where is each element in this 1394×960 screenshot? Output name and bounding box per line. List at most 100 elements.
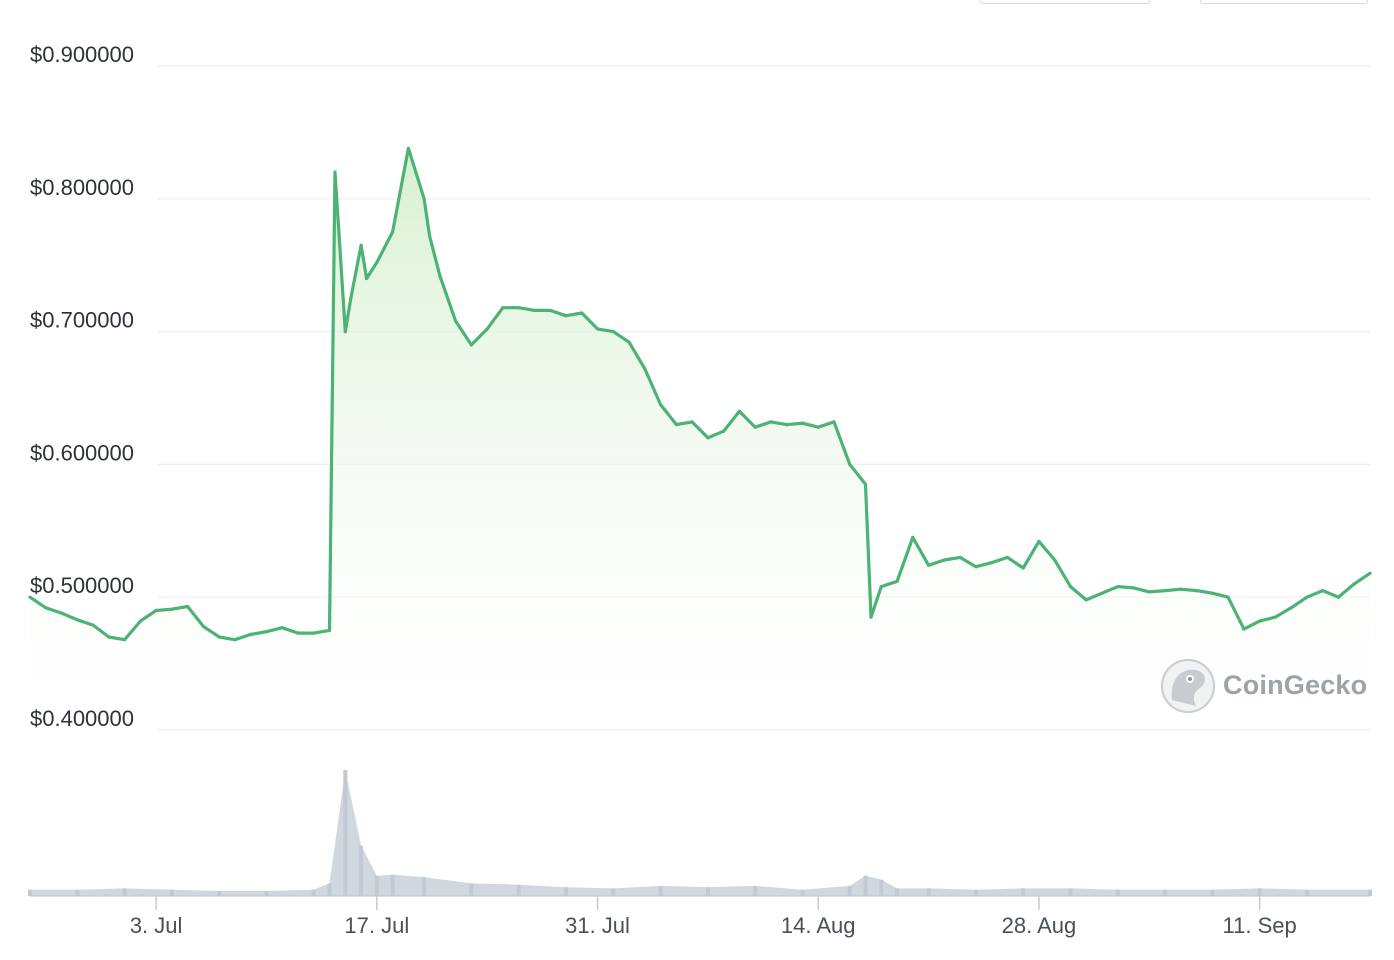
volume-bar	[422, 877, 427, 896]
price-point	[643, 367, 647, 371]
price-point	[1195, 589, 1199, 593]
volume-bar	[753, 885, 758, 896]
volume-bar	[1304, 889, 1309, 896]
volume-area	[30, 770, 1370, 896]
price-point	[91, 623, 95, 627]
price-point	[375, 260, 379, 265]
y-tick-label: $0.800000	[30, 175, 134, 200]
price-point	[1005, 555, 1010, 560]
y-axis-ticks: $0.900000 $0.800000 $0.700000 $0.600000 $0.5…	[30, 42, 134, 731]
price-point	[1100, 591, 1104, 595]
coingecko-watermark: CoinGecko	[1161, 659, 1367, 713]
volume-bar	[847, 885, 852, 896]
price-point	[428, 234, 432, 238]
price-point	[201, 624, 205, 629]
volume-bar	[1368, 889, 1372, 896]
volume-bar	[359, 845, 364, 896]
price-point	[365, 276, 369, 281]
price-point	[753, 425, 757, 429]
price-point	[154, 608, 158, 613]
y-tick-label: $0.600000	[30, 440, 134, 465]
price-point	[611, 330, 615, 334]
price-point	[942, 558, 947, 562]
price-point	[1163, 589, 1167, 593]
y-tick-label: $0.900000	[30, 42, 134, 67]
price-point	[737, 409, 742, 413]
price-point	[391, 230, 395, 234]
volume-bar	[1115, 889, 1120, 896]
price-point	[911, 535, 915, 540]
volume-bar	[1163, 889, 1168, 896]
price-point	[1336, 595, 1341, 599]
price-point	[44, 606, 48, 610]
volume-bar	[1068, 888, 1073, 896]
price-point	[627, 340, 631, 344]
price-point	[1226, 595, 1230, 599]
price-point	[517, 306, 521, 310]
y-tick-label: $0.400000	[30, 706, 134, 731]
chart-range-control-right[interactable]	[1200, 0, 1368, 4]
price-point	[75, 618, 79, 622]
price-point	[659, 403, 663, 407]
price-point	[1242, 627, 1246, 631]
price-point	[974, 565, 978, 569]
price-point	[469, 343, 473, 347]
price-point	[832, 420, 836, 424]
price-point	[422, 197, 426, 201]
price-point	[1116, 585, 1120, 589]
volume-bar	[1021, 888, 1026, 896]
price-point	[1179, 587, 1183, 591]
volume-bar	[705, 887, 710, 896]
price-point	[1053, 558, 1057, 562]
volume-bar	[28, 889, 32, 896]
price-point	[674, 423, 679, 427]
volume-bar	[374, 875, 379, 896]
volume-bar	[169, 889, 174, 896]
price-point	[1131, 586, 1136, 590]
price-point	[349, 296, 353, 300]
price-point	[1273, 615, 1277, 619]
price-point	[863, 482, 868, 486]
price-point	[1305, 595, 1309, 599]
volume-bar	[390, 874, 395, 896]
volume-bar	[564, 887, 568, 896]
price-point	[548, 308, 552, 312]
volume-bar	[327, 883, 332, 896]
price-point	[1352, 582, 1356, 586]
volume-bar	[217, 891, 222, 896]
price-point	[690, 420, 694, 424]
price-point	[107, 635, 111, 639]
price-point	[769, 420, 773, 424]
price-point	[1068, 585, 1073, 589]
price-point	[564, 314, 568, 318]
volume-bar	[926, 888, 931, 896]
x-tick-label: 14. Aug	[781, 913, 856, 938]
price-point	[1084, 598, 1088, 602]
price-point	[280, 626, 284, 630]
price-point	[1368, 571, 1372, 575]
chart-range-control-left[interactable]	[980, 0, 1150, 4]
price-point	[186, 604, 190, 609]
x-tick-label: 11. Sep	[1223, 913, 1297, 938]
price-point	[249, 632, 253, 637]
volume-bar	[973, 889, 978, 896]
price-point	[296, 631, 300, 635]
volume-bar	[122, 888, 127, 896]
price-point	[1021, 566, 1025, 570]
price-point	[990, 561, 994, 565]
watermark-text: CoinGecko	[1223, 670, 1367, 700]
x-tick-label: 3. Jul	[130, 913, 183, 938]
volume-bar	[264, 891, 269, 896]
volume-bars	[28, 770, 1372, 896]
price-point	[264, 630, 269, 634]
volume-bar	[311, 889, 316, 896]
price-point	[327, 628, 332, 633]
price-point	[312, 631, 316, 635]
price-point	[438, 274, 442, 278]
volume-bar	[343, 770, 348, 896]
price-point	[927, 563, 931, 567]
volume-bar	[863, 875, 868, 896]
price-point	[170, 607, 174, 611]
price-point	[580, 311, 584, 315]
volume-bar	[1257, 888, 1262, 896]
